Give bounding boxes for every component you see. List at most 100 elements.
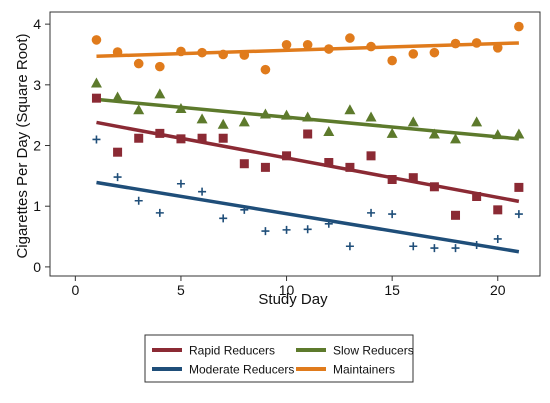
fit-line: [96, 180, 520, 254]
legend-box: [144, 334, 414, 383]
data-point: [113, 173, 122, 182]
data-point: [323, 126, 335, 137]
y-tick-label: 2: [33, 138, 41, 154]
data-point: [408, 173, 418, 183]
data-point: [345, 162, 355, 172]
legend-label: Maintainers: [333, 363, 395, 377]
x-axis-title: Study Day: [258, 291, 328, 308]
y-tick-label: 3: [33, 77, 41, 93]
x-tick-label: 15: [384, 282, 400, 298]
y-tick-label: 1: [33, 198, 41, 214]
data-point: [493, 234, 502, 243]
data-point: [303, 129, 313, 139]
data-point: [302, 111, 314, 122]
data-point: [407, 116, 419, 127]
data-point: [367, 208, 376, 217]
data-point: [472, 241, 481, 250]
data-point: [323, 44, 334, 54]
data-point: [492, 43, 503, 53]
x-tick-label: 0: [71, 282, 79, 298]
data-point: [134, 196, 143, 205]
data-point: [386, 127, 398, 138]
data-point: [513, 128, 525, 139]
data-point: [514, 21, 524, 32]
legend: Rapid Reducers Slow Reducers Moderate Redu…: [144, 334, 414, 383]
data-point: [451, 244, 460, 253]
data-point: [429, 182, 439, 192]
data-point: [155, 208, 164, 217]
data-point: [238, 116, 250, 127]
data-point: [218, 133, 228, 143]
data-point: [450, 38, 461, 49]
data-point: [344, 104, 356, 115]
axes: 0 5 10 15 20 0 1 2 3 4: [33, 16, 506, 298]
data-point: [175, 102, 187, 113]
data-points: [90, 21, 525, 253]
data-point: [113, 147, 123, 157]
data-point: [176, 179, 185, 188]
data-point: [197, 47, 207, 58]
plot-frame: [49, 11, 541, 277]
data-point: [302, 39, 313, 50]
x-tick-label: 10: [279, 282, 295, 298]
data-point: [176, 134, 186, 144]
data-point: [112, 47, 123, 57]
data-point: [281, 39, 292, 50]
data-point: [492, 129, 504, 140]
y-tick-label: 4: [33, 16, 41, 32]
data-point: [239, 50, 250, 60]
data-point: [471, 38, 482, 48]
data-point: [260, 162, 270, 172]
data-point: [112, 91, 124, 102]
data-point: [260, 64, 271, 75]
data-point: [282, 225, 291, 234]
data-point: [134, 133, 144, 143]
x-tick-label: 20: [490, 282, 506, 298]
data-point: [217, 118, 229, 129]
data-point: [408, 49, 419, 59]
data-point: [219, 214, 228, 223]
data-point: [409, 242, 418, 251]
data-point: [472, 191, 482, 201]
y-axis-title: Cigarettes Per Day (Square Root): [14, 33, 31, 258]
legend-label: Slow Reducers: [333, 344, 414, 358]
data-point: [366, 41, 376, 52]
fit-line: [96, 120, 520, 204]
legend-label: Rapid Reducers: [189, 344, 275, 358]
data-point: [91, 35, 102, 45]
data-point: [155, 128, 165, 138]
data-point: [303, 225, 312, 234]
data-point: [345, 242, 354, 251]
data-point: [133, 104, 145, 115]
data-point: [154, 88, 166, 99]
data-point: [514, 210, 523, 219]
fit-line: [96, 41, 519, 59]
data-point: [365, 111, 377, 122]
data-point: [261, 227, 270, 236]
data-point: [155, 61, 165, 72]
data-point: [366, 151, 376, 161]
data-point: [324, 219, 333, 228]
data-point: [198, 187, 207, 196]
data-point: [240, 205, 249, 214]
data-point: [281, 109, 293, 120]
data-point: [428, 128, 440, 139]
data-point: [92, 135, 101, 144]
data-point: [345, 33, 355, 43]
data-point: [176, 46, 186, 57]
legend-label: Moderate Reducers: [189, 363, 294, 377]
data-point: [91, 93, 101, 103]
data-point: [133, 58, 144, 69]
data-point: [324, 158, 334, 168]
data-point: [239, 159, 249, 169]
data-point: [429, 47, 440, 58]
data-point: [450, 133, 462, 144]
data-point: [197, 133, 207, 143]
data-point: [493, 205, 503, 215]
data-point: [387, 55, 397, 66]
data-point: [430, 244, 439, 253]
data-point: [387, 175, 397, 185]
data-point: [514, 182, 524, 192]
y-tick-label: 0: [33, 259, 41, 275]
